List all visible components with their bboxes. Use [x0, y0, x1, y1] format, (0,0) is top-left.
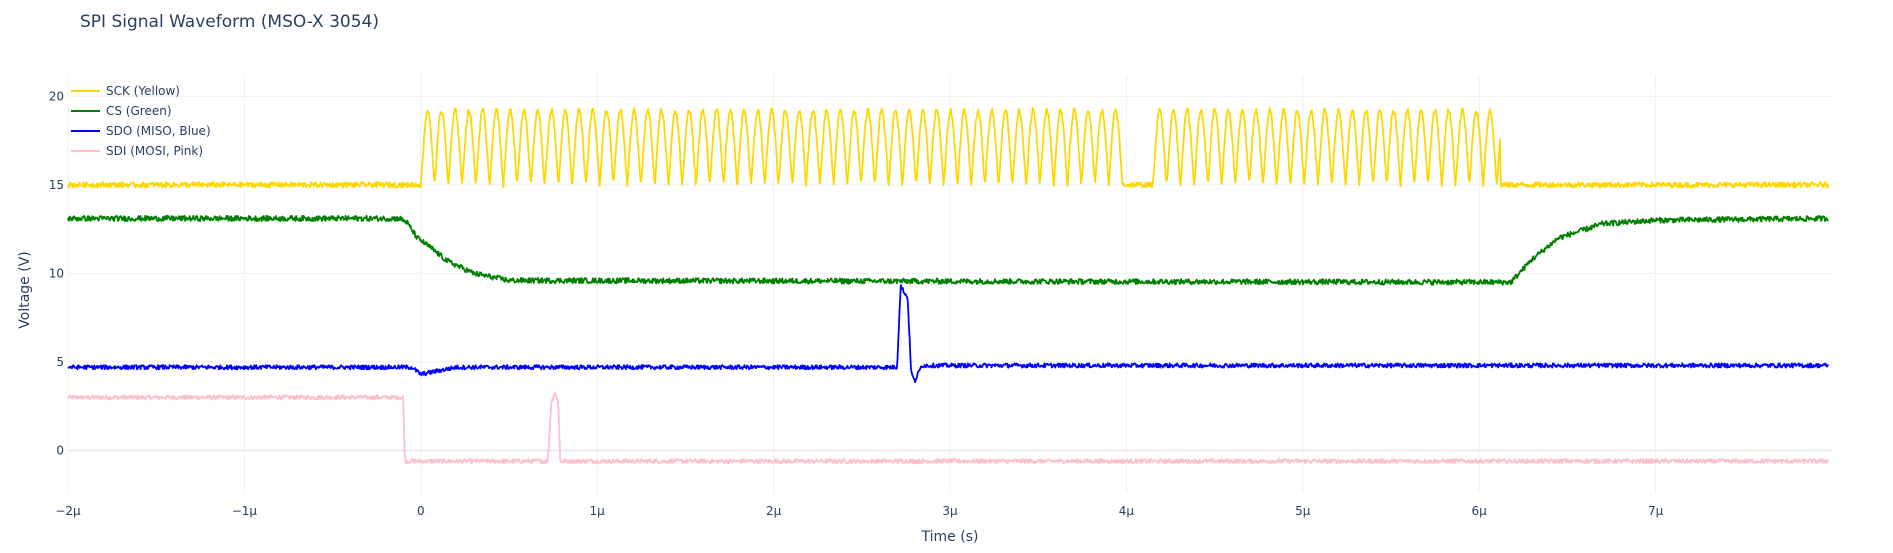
- series-line: [67, 214, 1829, 286]
- x-tick-label: 0: [417, 504, 425, 518]
- x-tick-label: 4μ: [1119, 504, 1135, 518]
- y-tick-label: 5: [56, 355, 64, 369]
- x-axis-title: Time (s): [921, 529, 979, 545]
- x-tick-label: 1μ: [590, 504, 606, 518]
- legend-label: SDI (MOSI, Pink): [106, 144, 203, 158]
- y-tick-label: 0: [56, 443, 64, 457]
- series-line: [67, 392, 1830, 465]
- legend-item[interactable]: SDO (MISO, Blue): [71, 124, 211, 138]
- y-tick-label: 15: [49, 178, 64, 192]
- legend-label: CS (Green): [106, 104, 172, 118]
- chart-title: SPI Signal Waveform (MSO-X 3054): [80, 12, 379, 32]
- legend-item[interactable]: SCK (Yellow): [71, 84, 180, 98]
- x-axis-ticks: −2μ −1μ 0 1μ 2μ 3μ 4μ 5μ 6μ 7μ: [55, 504, 1663, 518]
- y-tick-label: 10: [49, 266, 64, 280]
- x-tick-label: −2μ: [55, 504, 81, 518]
- series-line: [67, 284, 1830, 384]
- x-tick-label: 7μ: [1648, 504, 1664, 518]
- legend-label: SDO (MISO, Blue): [106, 124, 211, 138]
- series-line: [67, 106, 1830, 189]
- series-layer: [67, 106, 1830, 465]
- legend[interactable]: SCK (Yellow) CS (Green) SDO (MISO, Blue) SD…: [71, 84, 211, 158]
- x-tick-label: 2μ: [766, 504, 782, 518]
- y-tick-label: 20: [49, 89, 64, 103]
- x-tick-label: 3μ: [942, 504, 958, 518]
- x-tick-label: −1μ: [232, 504, 258, 518]
- y-axis-ticks: 0 5 10 15 20: [49, 89, 64, 457]
- grid: [67, 75, 1832, 493]
- x-tick-label: 6μ: [1472, 504, 1488, 518]
- x-tick-label: 5μ: [1295, 504, 1311, 518]
- legend-item[interactable]: SDI (MOSI, Pink): [71, 144, 203, 158]
- legend-item[interactable]: CS (Green): [71, 104, 172, 118]
- legend-label: SCK (Yellow): [106, 84, 180, 98]
- y-axis-title: Voltage (V): [17, 251, 33, 328]
